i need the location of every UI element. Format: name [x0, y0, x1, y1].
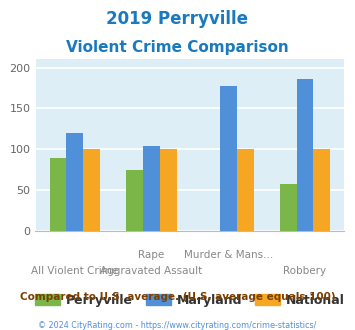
Legend: Perryville, Maryland, National: Perryville, Maryland, National — [30, 289, 350, 312]
Text: Murder & Mans...: Murder & Mans... — [184, 250, 273, 260]
Text: Violent Crime Comparison: Violent Crime Comparison — [66, 40, 289, 54]
Bar — [220, 85, 237, 231]
Text: All Violent Crime: All Violent Crime — [31, 266, 119, 276]
Bar — [296, 79, 313, 231]
Bar — [237, 149, 253, 231]
Text: © 2024 CityRating.com - https://www.cityrating.com/crime-statistics/: © 2024 CityRating.com - https://www.city… — [38, 321, 317, 330]
Text: 2019 Perryville: 2019 Perryville — [106, 10, 248, 28]
Text: Aggravated Assault: Aggravated Assault — [100, 266, 203, 276]
Text: Rape: Rape — [138, 250, 165, 260]
Bar — [126, 170, 143, 231]
Bar — [50, 158, 66, 231]
Text: Compared to U.S. average. (U.S. average equals 100): Compared to U.S. average. (U.S. average … — [20, 292, 335, 302]
Bar — [313, 149, 330, 231]
Bar — [160, 149, 177, 231]
Bar — [66, 133, 83, 231]
Text: Robbery: Robbery — [283, 266, 327, 276]
Bar — [83, 149, 100, 231]
Bar — [143, 146, 160, 231]
Bar — [280, 184, 296, 231]
